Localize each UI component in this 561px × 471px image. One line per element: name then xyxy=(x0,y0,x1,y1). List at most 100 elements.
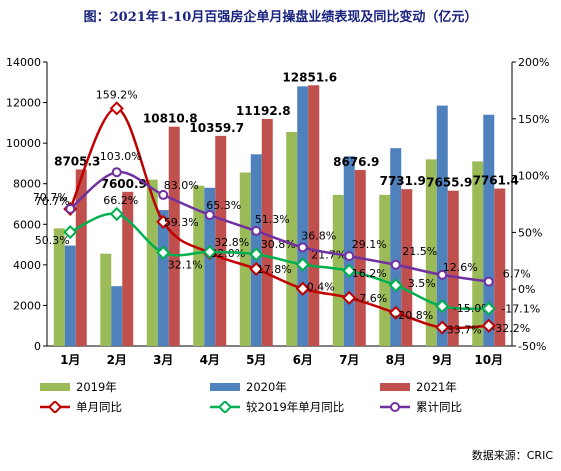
legend-label-2019: 2019年 xyxy=(76,380,117,394)
bar-2021年 xyxy=(261,118,273,346)
bar-2021年 xyxy=(447,190,459,346)
point-label-累计同比: 29.1% xyxy=(352,238,387,251)
marker-单月同比 xyxy=(435,320,450,335)
point-label-较2019年单月同比: 32.1% xyxy=(168,259,203,272)
bar-2019年 xyxy=(286,131,298,346)
bar-value-label: 12851.6 xyxy=(282,70,337,84)
point-label-单月同比: 159.2% xyxy=(96,88,138,101)
x-tick-label: 5月 xyxy=(246,353,266,367)
x-tick-label: 9月 xyxy=(432,353,452,367)
bar-2019年 xyxy=(146,179,158,346)
marker-累计同比 xyxy=(437,269,448,280)
marker-累计同比 xyxy=(251,225,262,236)
bar-2019年 xyxy=(379,194,391,346)
bar-value-label: 7731.9 xyxy=(380,174,426,188)
legend-item-2020: 2020年 xyxy=(210,379,287,395)
marker-单月同比 xyxy=(109,101,124,116)
marker-较2019年单月同比 xyxy=(156,245,171,260)
marker-单月同比 xyxy=(249,261,264,277)
marker-单月同比 xyxy=(481,318,496,333)
point-label-累计同比: 70.7% xyxy=(33,191,68,204)
marker-较2019年单月同比 xyxy=(342,263,357,278)
x-tick-label: 1月 xyxy=(60,353,80,367)
marker-累计同比 xyxy=(390,259,401,270)
point-label-累计同比: 36.8% xyxy=(301,229,336,242)
marker-单月同比 xyxy=(342,290,357,305)
bar-value-label: 11192.8 xyxy=(236,104,291,118)
marker-较2019年单月同比 xyxy=(388,278,403,293)
marker-单月同比 xyxy=(156,214,171,229)
legend-item-2021: 2021年 xyxy=(380,379,457,395)
legend-swatch-cumulative xyxy=(380,402,410,412)
bar-2019年 xyxy=(193,185,205,346)
legend-item-monthly-yoy: 单月同比 xyxy=(40,399,122,415)
point-label-累计同比: 65.3% xyxy=(206,199,241,212)
line-累计同比 xyxy=(69,170,489,283)
left-tick-label: 12000 xyxy=(6,97,41,110)
bar-value-label: 7600.9 xyxy=(101,177,147,191)
legend-label-2020: 2020年 xyxy=(246,380,287,394)
right-tick-label: 150% xyxy=(518,113,549,126)
bar-2020年 xyxy=(390,148,402,346)
x-tick-label: 6月 xyxy=(293,353,313,367)
legend-label-2021: 2021年 xyxy=(416,380,457,394)
marker-单月同比 xyxy=(388,305,403,320)
left-tick-label: 8000 xyxy=(13,178,41,191)
left-tick-label: 6000 xyxy=(13,218,41,231)
marker-较2019年单月同比 xyxy=(202,244,217,260)
x-tick-label: 8月 xyxy=(386,353,406,367)
point-label-累计同比: 12.6% xyxy=(443,261,478,274)
bar-value-label: 7655.9 xyxy=(426,176,472,190)
marker-累计同比 xyxy=(483,276,494,287)
bar-2019年 xyxy=(332,194,344,346)
right-tick-label: 0% xyxy=(518,283,535,296)
source-note: 数据来源：CRIC xyxy=(471,449,553,462)
bar-2020年 xyxy=(204,187,216,346)
left-tick-label: 2000 xyxy=(13,299,41,312)
bar-2020年 xyxy=(436,105,448,346)
left-tick-label: 0 xyxy=(34,340,41,353)
bar-value-label: 8676.9 xyxy=(333,155,379,169)
bar-2021年 xyxy=(122,191,134,346)
right-tick-label: 50% xyxy=(518,226,542,239)
left-tick-label: 14000 xyxy=(6,56,41,69)
marker-较2019年单月同比 xyxy=(109,206,124,222)
marker-累计同比 xyxy=(65,203,76,214)
chart-title: 图：2021年1-10月百强房企单月操盘业绩表现及同比变动（亿元） xyxy=(83,10,478,25)
x-tick-label: 4月 xyxy=(200,353,220,367)
marker-累计同比 xyxy=(297,242,308,253)
bar-value-label: 10810.8 xyxy=(143,112,198,126)
point-label-较2019年单月同比: 3.5% xyxy=(408,277,436,290)
marker-单月同比 xyxy=(295,281,310,296)
marker-较2019年单月同比 xyxy=(435,299,450,314)
x-tick-label: 10月 xyxy=(474,353,503,367)
legend-label-vs2019: 较2019年单月同比 xyxy=(246,400,345,414)
point-label-单月同比: -32.2% xyxy=(491,322,530,335)
point-label-单月同比: 0.4% xyxy=(307,281,335,294)
bar-2021年 xyxy=(308,85,320,346)
bar-2019年 xyxy=(472,161,484,346)
point-label-单月同比: 17.8% xyxy=(257,263,292,276)
bar-2019年 xyxy=(53,228,65,346)
right-tick-label: 200% xyxy=(518,56,549,69)
point-label-较2019年单月同比: 16.2% xyxy=(352,267,387,280)
legend-label-monthly-yoy: 单月同比 xyxy=(76,400,122,414)
point-label-单月同比: -20.8% xyxy=(394,309,433,322)
point-label-累计同比: 6.7% xyxy=(503,268,531,281)
bar-2020年 xyxy=(157,210,169,346)
x-tick-label: 2月 xyxy=(107,353,127,367)
bar-2020年 xyxy=(483,114,495,346)
legend-swatch-2021 xyxy=(380,383,410,391)
marker-较2019年单月同比 xyxy=(481,301,496,316)
x-tick-label: 3月 xyxy=(153,353,173,367)
marker-较2019年单月同比 xyxy=(295,257,310,272)
legend-item-cumulative: 累计同比 xyxy=(380,399,462,415)
point-label-较2019年单月同比: 66.2% xyxy=(103,194,138,207)
legend-label-cumulative: 累计同比 xyxy=(416,400,462,414)
marker-累计同比 xyxy=(158,189,169,200)
bar-2019年 xyxy=(100,253,112,346)
bar-value-label: 8705.3 xyxy=(54,154,100,168)
point-label-累计同比: 83.0% xyxy=(164,179,199,192)
point-label-单月同比: -7.6% xyxy=(355,292,387,305)
